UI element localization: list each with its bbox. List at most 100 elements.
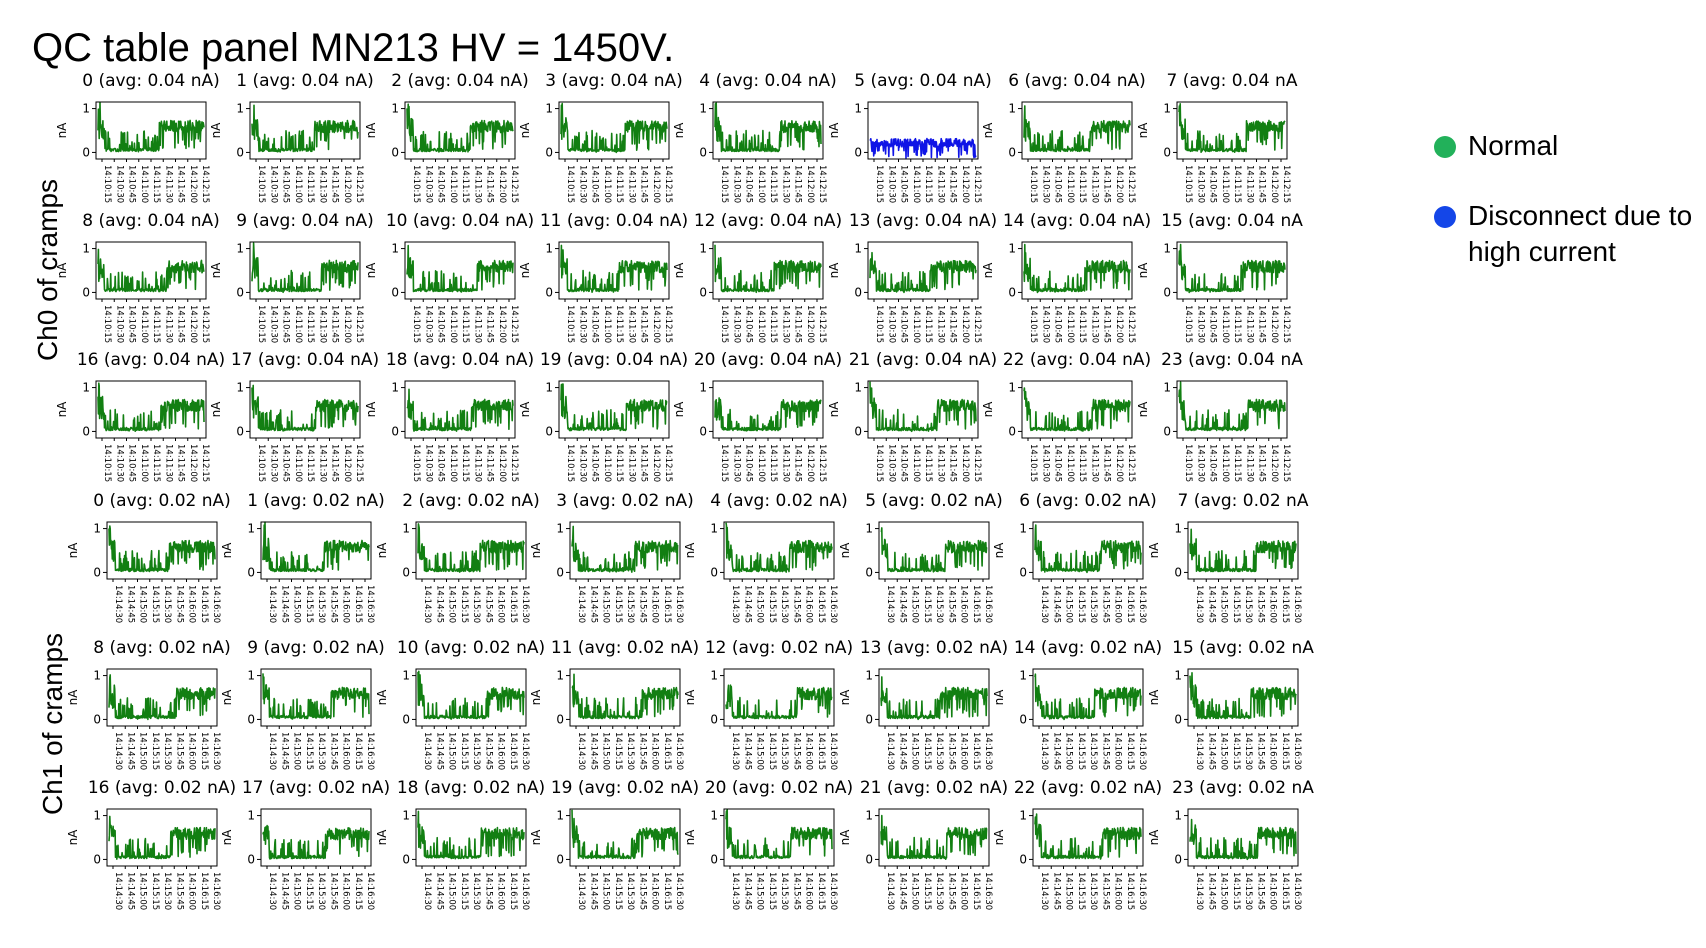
x-tick-label: 14:16:00 [341,585,351,623]
x-tick-label: 14:11:15 [151,165,161,203]
x-tick-label: 14:14:30 [113,585,123,623]
y-tick-label: 1 [545,242,553,256]
x-tick-label: 14:10:30 [1195,165,1205,203]
x-tick-label: 14:11:15 [305,444,315,482]
y-axis-label: nA [66,689,80,706]
x-tick-label: 14:14:30 [267,872,277,910]
channel-current-line [417,670,525,720]
x-tick-label: 14:10:15 [874,165,884,203]
x-tick-label: 14:16:30 [365,585,375,623]
x-tick-label: 14:14:45 [125,585,135,623]
panel-title: 20 (avg: 0.02 nA) [705,778,853,798]
legend-item-normal: Normal [1432,128,1702,164]
x-tick-label: 14:12:00 [805,165,815,203]
x-tick-label: 14:11:30 [935,305,945,343]
x-tick-label: 14:15:15 [767,872,777,910]
panel-title: 23 (avg: 0.04 nA [1161,350,1303,370]
x-tick-label: 14:10:15 [1028,444,1038,482]
x-tick-label: 14:15:30 [1088,585,1098,623]
panel-title: 5 (avg: 0.02 nA) [865,491,1003,511]
y-tick-label: 0 [699,285,707,299]
x-tick-label: 14:16:30 [674,732,684,770]
x-tick-label: 14:12:00 [497,444,507,482]
x-tick-label: 14:15:00 [292,732,302,770]
y-tick-label: 1 [854,242,862,256]
x-tick-label: 14:12:00 [651,165,661,203]
panel-title: 9 (avg: 0.02 nA) [247,638,385,658]
x-tick-label: 14:10:45 [281,165,291,203]
x-tick-label: 14:11:15 [305,165,315,203]
x-tick-label: 14:16:15 [816,585,826,623]
y-tick-label: 0 [556,852,564,866]
x-tick-label: 14:14:45 [434,732,444,770]
y-tick-label: 0 [545,424,553,438]
channel-current-line [1023,243,1131,294]
y-tick-label: 0 [710,565,718,579]
x-tick-label: 14:14:45 [1051,872,1061,910]
x-tick-label: 14:11:15 [614,444,624,482]
x-tick-label: 14:15:30 [1243,585,1253,623]
y-tick-label: 1 [402,522,410,536]
x-tick-label: 14:15:15 [922,585,932,623]
x-tick-label: 14:16:15 [199,732,209,770]
x-tick-label: 14:15:30 [779,872,789,910]
x-tick-label: 14:11:00 [1065,165,1075,203]
x-tick-label: 14:11:15 [1077,444,1087,482]
x-tick-label: 14:11:15 [923,305,933,343]
x-tick-label: 14:14:45 [742,732,752,770]
x-tick-label: 14:16:30 [1137,872,1147,910]
channel-current-line [560,102,668,154]
channel-current-line [1189,528,1297,573]
x-tick-label: 14:14:45 [434,585,444,623]
y-tick-label: 1 [247,669,255,683]
x-tick-label: 14:11:45 [639,444,649,482]
x-tick-label: 14:10:45 [1053,305,1063,343]
y-tick-label: 0 [1008,285,1016,299]
panel-title: 0 (avg: 0.04 nA) [82,71,220,91]
x-tick-label: 14:15:30 [1243,732,1253,770]
x-tick-label: 14:15:30 [162,872,172,910]
x-tick-label: 14:10:30 [1195,305,1205,343]
x-tick-label: 14:10:30 [1040,305,1050,343]
x-tick-label: 14:10:30 [886,165,896,203]
channel-current-line [108,525,216,573]
channel-current-line [97,101,205,153]
x-tick-label: 14:12:15 [509,305,519,343]
x-tick-label: 14:16:15 [199,585,209,623]
x-tick-label: 14:10:15 [1028,305,1038,343]
x-tick-label: 14:11:30 [626,305,636,343]
x-tick-label: 14:16:00 [341,732,351,770]
x-tick-label: 14:15:00 [138,872,148,910]
x-tick-label: 14:11:00 [911,305,921,343]
y-tick-label: 1 [1008,381,1016,395]
channel-current-line [1034,673,1142,721]
channel-current-line [571,525,679,573]
x-tick-label: 14:12:15 [354,444,364,482]
x-tick-label: 14:10:45 [899,305,909,343]
x-tick-label: 14:16:15 [971,585,981,623]
x-tick-label: 14:14:45 [1206,872,1216,910]
x-tick-label: 14:12:00 [1114,305,1124,343]
panel-title: 17 (avg: 0.02 nA) [242,778,390,798]
x-tick-label: 14:12:00 [342,444,352,482]
y-tick-label: 0 [556,712,564,726]
x-tick-label: 14:16:15 [353,732,363,770]
x-tick-label: 14:11:45 [330,165,340,203]
x-tick-label: 14:14:45 [742,872,752,910]
y-axis-label: nA [364,262,378,279]
x-tick-label: 14:16:00 [650,585,660,623]
x-tick-label: 14:14:45 [1206,585,1216,623]
y-tick-label: 0 [1174,565,1182,579]
panel-title: 18 (avg: 0.02 nA) [397,778,545,798]
x-tick-label: 14:10:30 [577,165,587,203]
x-tick-label: 14:12:15 [354,305,364,343]
x-tick-label: 14:16:00 [1268,585,1278,623]
panel-title: 23 (avg: 0.02 nA [1172,778,1314,798]
x-tick-label: 14:12:15 [1126,305,1136,343]
channel-current-line [417,810,525,860]
channel-current-line [1189,672,1297,720]
